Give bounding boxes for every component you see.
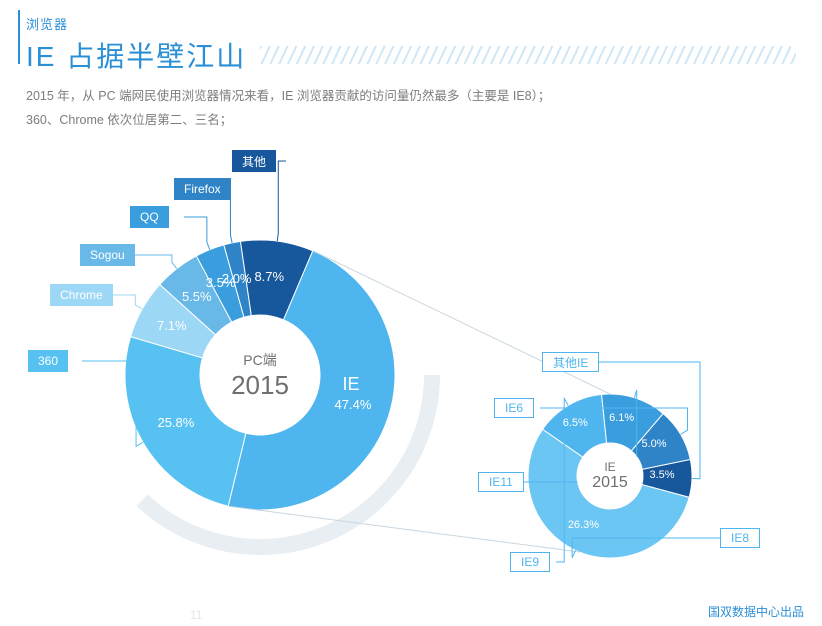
page-title: IE 占据半壁江山 [26, 35, 246, 75]
tag-360: 360 [28, 350, 68, 372]
page-number: 11 [190, 608, 202, 622]
title-hatch-decoration [260, 46, 796, 64]
tag-其他IE: 其他IE [542, 352, 599, 372]
chart-area: PC端 2015 IE 2015 47.4%25.8%7.1%5.5%3.5%2… [0, 120, 822, 600]
header: 浏览器 IE 占据半壁江山 [0, 0, 822, 75]
source-credit: 国双数据中心出品 [708, 603, 804, 620]
tag-IE8: IE8 [720, 528, 760, 548]
main-donut-center-top: PC端 [243, 350, 276, 370]
tag-Sogou: Sogou [80, 244, 135, 266]
chart-svg [0, 120, 822, 600]
subtitle-line-1: 2015 年，从 PC 端网民使用浏览器情况来看，IE 浏览器贡献的访问量仍然最… [26, 89, 550, 103]
connector [277, 161, 286, 241]
main-donut-center-bottom: 2015 [231, 370, 289, 401]
tag-IE9: IE9 [510, 552, 550, 572]
sub-donut-center-top: IE [604, 460, 615, 474]
connector [184, 217, 210, 250]
sub-donut-center: IE 2015 [577, 443, 643, 509]
tag-Chrome: Chrome [50, 284, 113, 306]
connector [134, 255, 177, 269]
tag-IE11: IE11 [478, 472, 524, 492]
tag-其他: 其他 [232, 150, 276, 172]
kicker: 浏览器 [26, 14, 796, 33]
tag-QQ: QQ [130, 206, 169, 228]
tag-IE6: IE6 [494, 398, 534, 418]
main-donut-center: PC端 2015 [200, 315, 320, 435]
tag-Firefox: Firefox [174, 178, 231, 200]
sub-donut-center-bottom: 2015 [592, 474, 628, 492]
